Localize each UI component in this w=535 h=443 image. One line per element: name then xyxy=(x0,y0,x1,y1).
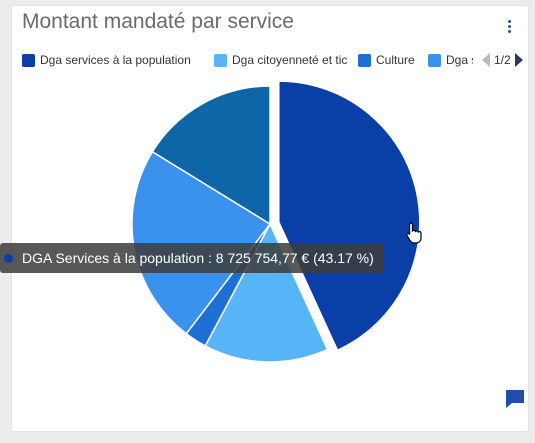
legend-next-icon[interactable] xyxy=(514,53,523,67)
legend-label: Culture xyxy=(376,53,415,67)
legend-swatch xyxy=(22,53,35,67)
legend-item-dga-s[interactable]: Dga s xyxy=(428,51,473,69)
legend-item-culture[interactable]: Culture xyxy=(358,51,420,69)
chart-title: Montant mandaté par service xyxy=(22,10,294,33)
chart-tooltip: DGA Services à la population : 8 725 754… xyxy=(0,243,384,273)
legend-item-dga-citoyennete[interactable]: Dga citoyenneté et tic xyxy=(214,51,353,69)
pie-slice-5[interactable] xyxy=(151,85,271,226)
hand-cursor-icon xyxy=(406,222,422,244)
legend-label: Dga citoyenneté et tic xyxy=(232,53,348,67)
more-options-icon[interactable] xyxy=(500,16,518,36)
legend-label: Dga services à la population xyxy=(40,53,191,67)
comment-icon[interactable] xyxy=(505,389,525,409)
legend-page-indicator: 1/2 xyxy=(494,53,511,67)
legend-swatch xyxy=(214,53,227,67)
pie-slice-2[interactable] xyxy=(204,222,329,363)
tooltip-dot xyxy=(4,253,13,263)
legend-swatch xyxy=(428,53,441,67)
tooltip-text: DGA Services à la population : 8 725 754… xyxy=(22,250,374,266)
legend-item-dga-services-population[interactable]: Dga services à la population xyxy=(22,51,207,69)
legend-swatch xyxy=(358,53,371,67)
legend-label: Dga s xyxy=(446,53,473,67)
pie-slice-1[interactable] xyxy=(278,80,421,352)
legend-prev-icon[interactable] xyxy=(482,53,490,67)
legend-pager: 1/2 xyxy=(482,51,523,69)
chart-legend: Dga services à la population Dga citoyen… xyxy=(22,51,523,69)
